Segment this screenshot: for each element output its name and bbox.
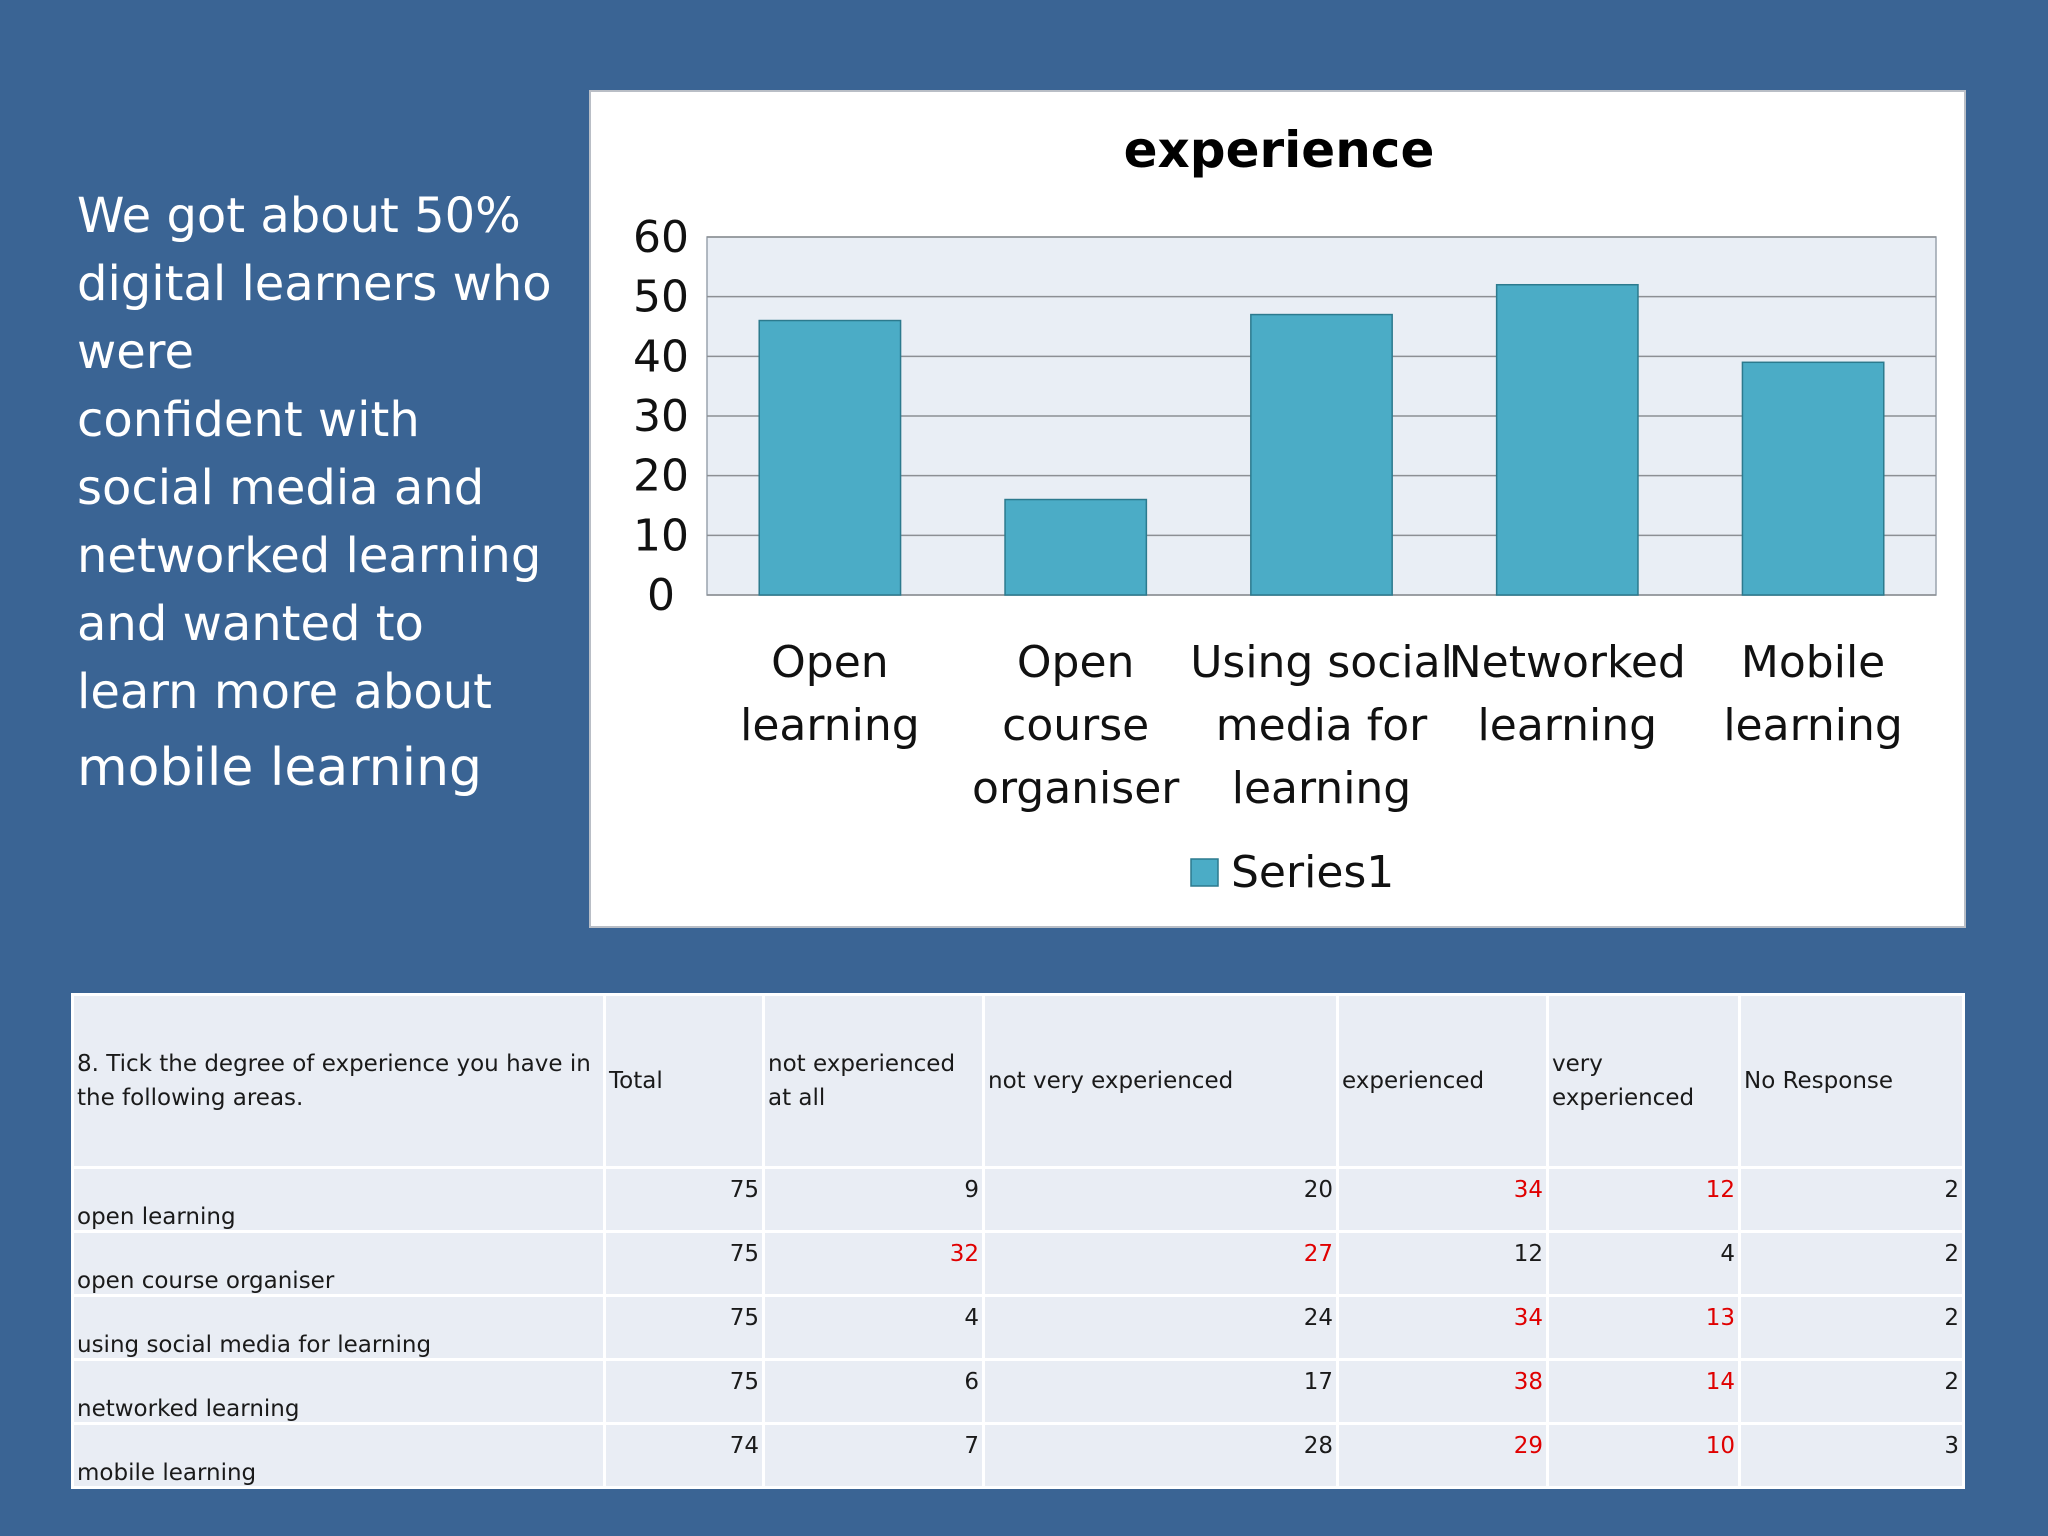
column-header: Total xyxy=(603,993,765,1169)
table-cell: 2 xyxy=(1738,1294,1965,1361)
intro-line: learn more about xyxy=(77,664,492,720)
column-header: No Response xyxy=(1738,993,1965,1169)
table-cell: 34 xyxy=(1336,1294,1549,1361)
table-cell: 2 xyxy=(1738,1358,1965,1425)
table-cell: 27 xyxy=(982,1230,1339,1297)
table-row: networked learning 75 6 17 38 14 2 xyxy=(71,1358,1965,1425)
intro-text: We got about 50% digital learners who we… xyxy=(77,182,577,802)
table-row: using social media for learning 75 4 24 34 13… xyxy=(71,1294,1965,1361)
table-cell: 75 xyxy=(603,1358,765,1425)
y-tick-label: 0 xyxy=(647,570,675,621)
y-tick-label: 10 xyxy=(633,510,689,561)
table-cell: 32 xyxy=(762,1230,985,1297)
table-cell: 6 xyxy=(762,1358,985,1425)
column-header: 8. Tick the degree of experience you hav… xyxy=(71,993,606,1169)
column-header: not experienced at all xyxy=(762,993,985,1169)
x-tick-label: Networked xyxy=(1449,637,1686,688)
table-cell: 17 xyxy=(982,1358,1339,1425)
x-tick-label: learning xyxy=(1723,700,1903,751)
row-label: open learning xyxy=(71,1166,606,1233)
x-tick-label: Using social xyxy=(1190,637,1453,688)
x-tick-label: learning xyxy=(740,700,920,751)
table-cell: 7 xyxy=(762,1422,985,1489)
table-cell: 24 xyxy=(982,1294,1339,1361)
y-tick-label: 30 xyxy=(633,391,689,442)
table-cell: 74 xyxy=(603,1422,765,1489)
bar xyxy=(1741,361,1885,596)
table-cell: 4 xyxy=(1546,1230,1741,1297)
table-row: mobile learning 74 7 28 29 10 3 xyxy=(71,1422,1965,1489)
y-tick-label: 40 xyxy=(633,331,689,382)
intro-line: confident with xyxy=(77,392,420,448)
x-tick-label: Mobile xyxy=(1741,637,1885,688)
bar xyxy=(758,319,902,596)
bar xyxy=(1495,283,1639,596)
row-label: using social media for learning xyxy=(71,1294,606,1361)
table-cell: 4 xyxy=(762,1294,985,1361)
y-tick-label: 50 xyxy=(633,272,689,323)
x-tick-label: Open xyxy=(1017,637,1135,688)
x-tick-label: organiser xyxy=(972,763,1180,814)
table-cell: 38 xyxy=(1336,1358,1549,1425)
column-header: very experienced xyxy=(1546,993,1741,1169)
y-tick-label: 60 xyxy=(633,212,689,263)
table-header-row: 8. Tick the degree of experience you hav… xyxy=(71,993,1965,1169)
experience-chart: experience 0 10 20 30 40 50 60 Open learning Open c… xyxy=(589,90,1966,928)
intro-line: and wanted to xyxy=(77,596,424,652)
row-label: open course organiser xyxy=(71,1230,606,1297)
table-row: open learning 75 9 20 34 12 2 xyxy=(71,1166,1965,1233)
bar xyxy=(1004,498,1148,596)
table-cell: 13 xyxy=(1546,1294,1741,1361)
table-cell: 14 xyxy=(1546,1358,1741,1425)
table-cell: 34 xyxy=(1336,1166,1549,1233)
intro-line: were xyxy=(77,324,194,380)
column-header: experienced xyxy=(1336,993,1549,1169)
table-cell: 29 xyxy=(1336,1422,1549,1489)
table-row: open course organiser 75 32 27 12 4 2 xyxy=(71,1230,1965,1297)
legend-label: Series1 xyxy=(1231,847,1394,898)
row-label: mobile learning xyxy=(71,1422,606,1489)
intro-line: social media and xyxy=(77,460,485,516)
table-cell: 2 xyxy=(1738,1166,1965,1233)
table-cell: 10 xyxy=(1546,1422,1741,1489)
table-cell: 9 xyxy=(762,1166,985,1233)
table-cell: 2 xyxy=(1738,1230,1965,1297)
x-tick-label: course xyxy=(1002,700,1149,751)
intro-line: digital learners who xyxy=(77,256,552,312)
table-cell: 75 xyxy=(603,1230,765,1297)
y-tick-label: 20 xyxy=(633,451,689,502)
chart-canvas: experience 0 10 20 30 40 50 60 Open learning Open c… xyxy=(633,121,1937,898)
table-cell: 3 xyxy=(1738,1422,1965,1489)
experience-table: 8. Tick the degree of experience you hav… xyxy=(71,993,1965,1489)
x-tick-label: Open xyxy=(771,637,889,688)
x-tick-label: learning xyxy=(1478,700,1658,751)
chart-title: experience xyxy=(1124,121,1435,179)
column-header: not very experienced xyxy=(982,993,1339,1169)
intro-line: mobile learning xyxy=(77,738,483,798)
legend-swatch xyxy=(1190,858,1219,887)
row-label: networked learning xyxy=(71,1358,606,1425)
table-cell: 28 xyxy=(982,1422,1339,1489)
x-tick-label: media for xyxy=(1216,700,1428,751)
table-cell: 75 xyxy=(603,1294,765,1361)
table-cell: 20 xyxy=(982,1166,1339,1233)
x-tick-label: learning xyxy=(1232,763,1412,814)
table-cell: 12 xyxy=(1546,1166,1741,1233)
table-cell: 75 xyxy=(603,1166,765,1233)
table-cell: 12 xyxy=(1336,1230,1549,1297)
intro-line: networked learning xyxy=(77,528,542,584)
intro-line: We got about 50% xyxy=(77,188,521,244)
bar xyxy=(1250,313,1393,596)
